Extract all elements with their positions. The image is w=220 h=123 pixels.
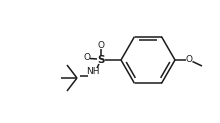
Text: O: O — [84, 54, 90, 62]
Text: S: S — [97, 55, 105, 65]
Text: O: O — [185, 55, 192, 64]
Text: O: O — [97, 41, 104, 51]
Text: NH: NH — [86, 68, 100, 77]
